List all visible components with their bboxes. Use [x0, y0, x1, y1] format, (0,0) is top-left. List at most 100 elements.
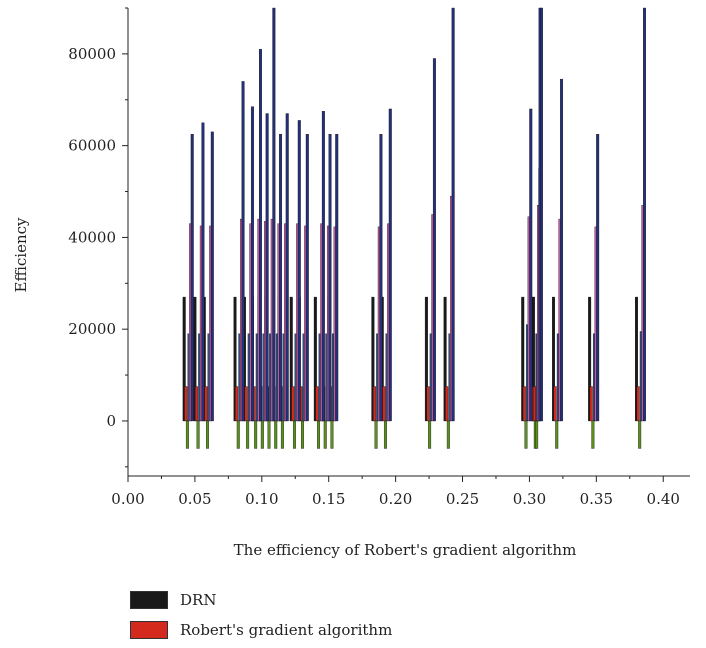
bar — [591, 420, 595, 449]
bar — [196, 420, 200, 449]
y-tick-label: 20000 — [68, 320, 116, 338]
bar — [241, 81, 245, 422]
bar — [555, 420, 559, 449]
x-tick-label: 0.10 — [245, 490, 278, 508]
legend-item: Robert's gradient algorithm — [130, 618, 392, 642]
bar — [254, 420, 258, 449]
x-axis-title: The efficiency of Robert's gradient algo… — [234, 541, 577, 559]
bar — [244, 386, 248, 422]
bar — [552, 296, 555, 422]
bar — [524, 420, 528, 449]
bar — [260, 420, 264, 449]
bar — [446, 420, 450, 449]
bars-layer — [182, 7, 646, 449]
bar — [535, 420, 539, 449]
bar — [426, 386, 430, 422]
bar — [379, 134, 383, 422]
y-tick-label: 40000 — [68, 228, 116, 246]
bar — [643, 7, 646, 422]
bar — [560, 78, 564, 422]
bar — [204, 386, 208, 422]
bar — [323, 420, 327, 449]
bar — [301, 420, 304, 449]
bar — [233, 296, 237, 422]
bar — [638, 420, 642, 449]
legend-item: DRN — [130, 588, 392, 612]
bar — [373, 386, 376, 422]
bar — [313, 296, 317, 422]
bar — [371, 296, 375, 422]
bar — [272, 7, 276, 422]
bar — [636, 386, 640, 422]
bar — [279, 134, 283, 422]
bar — [265, 113, 269, 422]
bar — [267, 420, 271, 449]
bar — [388, 108, 392, 422]
bar — [210, 131, 214, 422]
bar — [236, 420, 240, 449]
bar — [328, 134, 332, 422]
bar — [589, 386, 593, 422]
x-tick-label: 0.35 — [580, 490, 613, 508]
bar — [315, 386, 319, 422]
bar — [553, 386, 557, 422]
x-tick-label: 0.40 — [647, 490, 680, 508]
bar — [235, 386, 239, 422]
bar — [321, 111, 325, 422]
bar — [596, 134, 600, 422]
bar — [451, 7, 455, 422]
x-tick-label: 0.20 — [379, 490, 412, 508]
legend-swatch-robert — [130, 621, 168, 639]
x-tick-label: 0.05 — [178, 490, 211, 508]
bar — [428, 420, 432, 449]
bar — [529, 108, 533, 422]
bar — [292, 420, 296, 449]
bar — [289, 296, 293, 422]
bar — [285, 113, 289, 422]
legend-label: DRN — [180, 591, 217, 609]
y-tick-label: 60000 — [68, 137, 116, 155]
y-axis-title: Efficiency — [12, 217, 30, 293]
bar — [424, 296, 428, 422]
bar — [258, 49, 262, 422]
bar — [317, 420, 321, 449]
legend-label: Robert's gradient algorithm — [180, 621, 393, 639]
bar — [522, 386, 526, 422]
y-tick-label: 0 — [106, 412, 116, 430]
bar — [182, 296, 186, 422]
x-tick-label: 0.00 — [111, 490, 144, 508]
bar — [250, 106, 254, 422]
bar — [539, 7, 543, 422]
bar — [445, 386, 449, 422]
legend: DRN Robert's gradient algorithm — [130, 588, 392, 648]
bar — [305, 134, 309, 422]
legend-swatch-drn — [130, 591, 168, 609]
bar — [374, 420, 378, 449]
bar — [201, 122, 205, 422]
bar — [382, 386, 386, 422]
bar — [274, 420, 278, 449]
bar — [335, 134, 339, 422]
bar — [383, 420, 387, 449]
bar — [521, 296, 525, 422]
bar — [206, 420, 209, 449]
bar — [432, 58, 436, 422]
x-tick-label: 0.30 — [513, 490, 546, 508]
bar — [588, 296, 592, 422]
x-tick-label: 0.25 — [446, 490, 479, 508]
bar — [443, 296, 447, 422]
bar — [246, 420, 250, 449]
bar — [280, 420, 284, 449]
bar — [195, 386, 198, 422]
bar — [190, 134, 194, 422]
bar — [297, 120, 301, 422]
bar — [635, 296, 638, 422]
bar — [185, 420, 189, 449]
x-tick-label: 0.15 — [312, 490, 345, 508]
y-tick-label: 80000 — [68, 45, 116, 63]
bar — [291, 386, 295, 422]
axes-layer: 0 20000 40000 60000 80000 0.00 0.05 0.10 0.15 0.2… — [68, 7, 690, 508]
bar — [330, 420, 334, 449]
bar — [184, 386, 188, 422]
